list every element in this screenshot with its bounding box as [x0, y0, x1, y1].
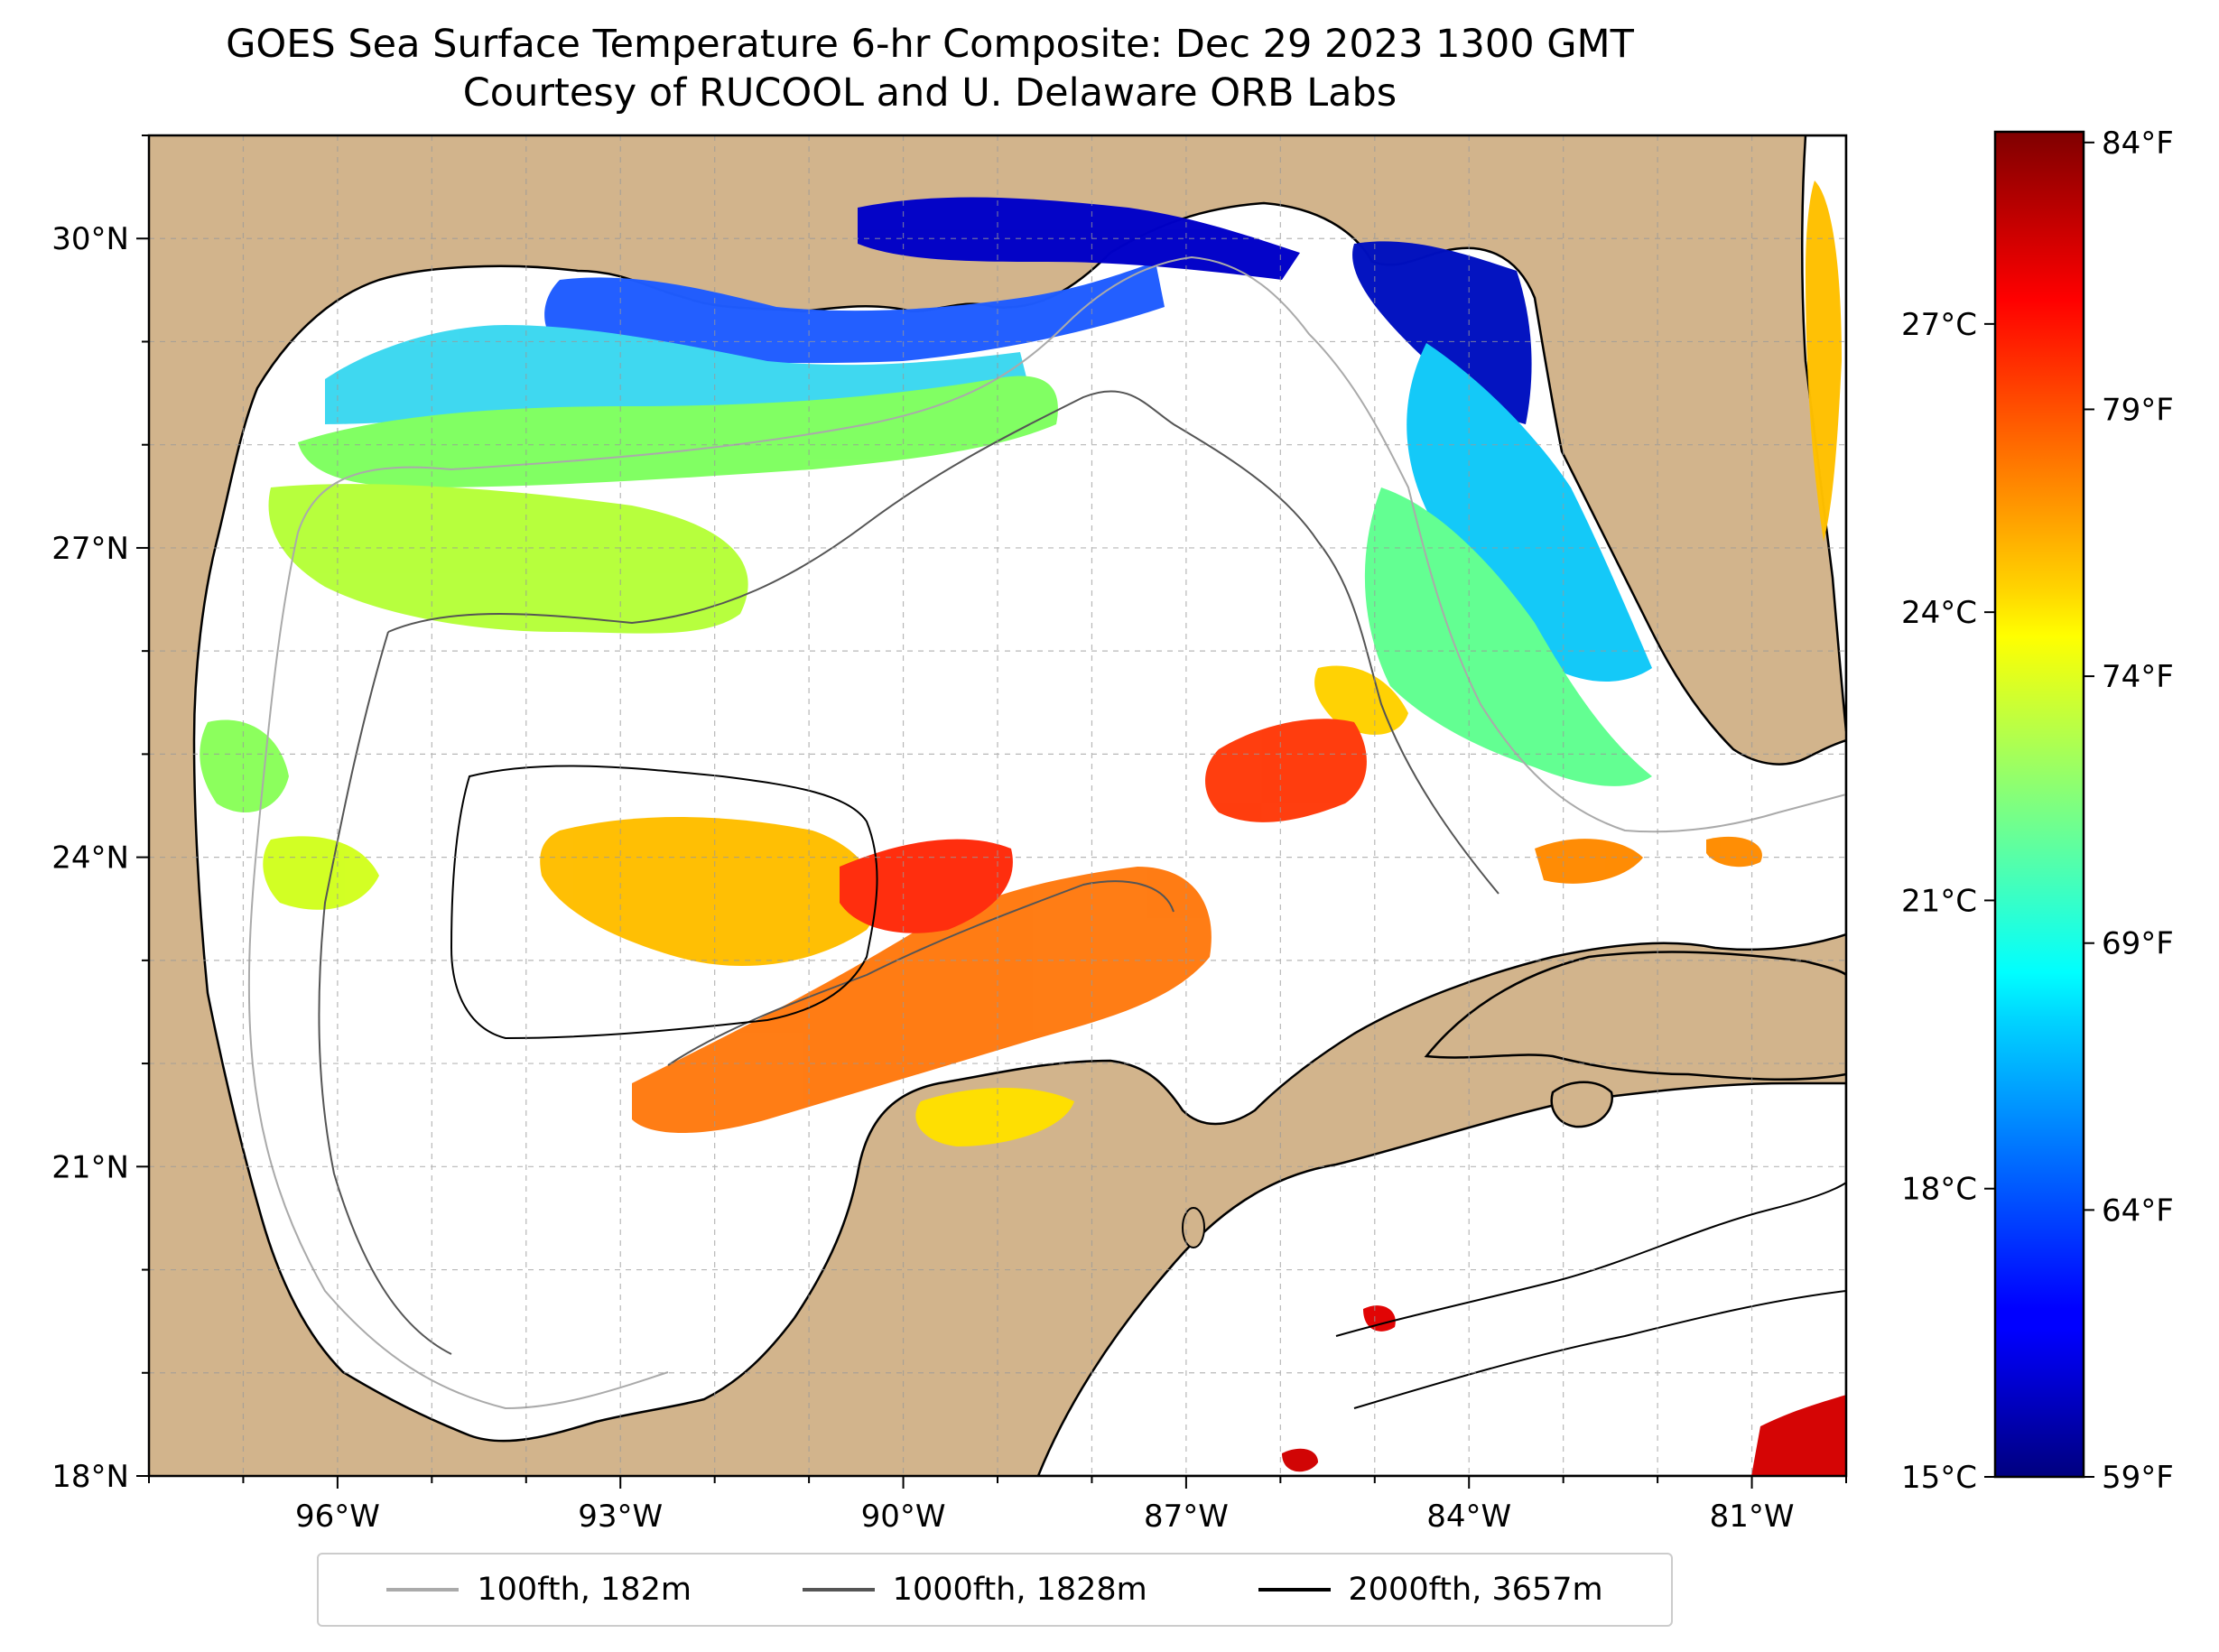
sst-patch-straits-orange [1706, 836, 1762, 868]
map-plot-area [149, 135, 1846, 1476]
sst-patch-florida-shelf-deep-blue [1352, 241, 1532, 424]
legend-label-2000fth: 2000fth, 3657m [1348, 1572, 1603, 1608]
lon-tick-label: 81°W [1710, 1499, 1795, 1535]
colorbar-fahrenheit-label: 79°F [2102, 392, 2174, 428]
sst-patch-north-shelf-blue [544, 262, 1165, 364]
colorbar-fahrenheit-label: 64°F [2102, 1193, 2174, 1229]
colorbar-celsius-label: 27°C [1901, 307, 1977, 343]
sst-data-layer [200, 181, 1846, 1476]
lon-tick-label: 96°W [295, 1499, 380, 1535]
sst-patch-west-shelf-yellowgreen [268, 484, 748, 634]
lat-tick-label: 21°N [51, 1149, 129, 1185]
sst-patch-southwest-yellow [915, 1088, 1074, 1146]
title-line-1: GOES Sea Surface Temperature 6-hr Compos… [226, 22, 1634, 67]
legend-entry-1000fth: 1000fth, 1828m [802, 1572, 1147, 1608]
colorbar-fahrenheit-label: 69°F [2102, 926, 2174, 962]
legend-label-1000fth: 1000fth, 1828m [892, 1572, 1147, 1608]
bathymetry-legend: 100fth, 182m 1000fth, 1828m 2000fth, 365… [317, 1553, 1673, 1627]
map-gridlines [149, 135, 1846, 1476]
bathymetry-1000fth [318, 390, 1499, 1355]
sst-patch-florida-shelf-green [1364, 487, 1652, 786]
sst-patch-caribbean-red [1751, 1395, 1846, 1476]
bathymetry-100fth [247, 255, 1846, 1410]
sst-patch-east-gulf-yellow [1314, 665, 1408, 735]
legend-entry-100fth: 100fth, 182m [386, 1572, 692, 1608]
caribbean-sea-water [1036, 1081, 1846, 1476]
lon-tick-label: 87°W [1144, 1499, 1229, 1535]
colorbar-celsius-label: 18°C [1901, 1172, 1977, 1208]
sst-patch-west-yellowgreen [263, 836, 379, 910]
colorbar-celsius-label: 15°C [1901, 1460, 1977, 1496]
colorbar-fahrenheit-label: 59°F [2102, 1460, 2174, 1496]
sst-patch-florida-shelf-cyan [1407, 343, 1652, 682]
colorbar-fahrenheit-label: 74°F [2102, 659, 2174, 695]
bathymetry-2000fth [450, 765, 1846, 1409]
colorbar-ticks: 15°C 18°C 21°C 24°C 27°C 59°F 64°F 69°F 74°F 79°F… [1901, 125, 2174, 1496]
title-line-2: Courtesy of RUCOOL and U. Delaware ORB L… [462, 70, 1397, 116]
legend-swatch-100fth [386, 1588, 460, 1592]
colorbar-celsius-label: 24°C [1901, 595, 1977, 631]
legend-entry-2000fth: 2000fth, 3657m [1258, 1572, 1603, 1608]
lat-tick-label: 18°N [51, 1459, 129, 1495]
legend-label-100fth: 100fth, 182m [477, 1572, 692, 1608]
colorbar-fahrenheit-label: 84°F [2102, 125, 2174, 162]
legend-swatch-1000fth [802, 1588, 875, 1592]
cuba-island [1424, 951, 1846, 1081]
lat-tick-label: 30°N [51, 221, 129, 257]
map-axis-labels: 96°W 93°W 90°W 87°W 84°W 81°W 18°N 21°N 24°N 27°N… [51, 221, 1794, 1535]
sst-patch-caribbean-red-small [1363, 1305, 1396, 1332]
sst-patch-north-shelf-deep [858, 197, 1300, 280]
lon-tick-label: 90°W [861, 1499, 946, 1535]
colorbar [1993, 130, 2085, 1479]
sst-patch-louisiana-green [298, 376, 1058, 487]
lat-tick-label: 27°N [51, 531, 129, 567]
sst-patch-central-yellow [540, 817, 877, 966]
isla-juventud [1550, 1081, 1614, 1128]
sst-patch-caribbean-red-south [1282, 1448, 1318, 1472]
legend-swatch-2000fth [1258, 1588, 1331, 1592]
map-axis-ticks [136, 135, 1847, 1489]
lat-tick-label: 24°N [51, 840, 129, 877]
map-title: GOES Sea Surface Temperature 6-hr Compos… [0, 20, 1860, 117]
sst-patch-atlantic-yellow [1806, 181, 1842, 542]
sst-patch-central-orange [632, 867, 1212, 1133]
sst-patch-dry-tortugas-orange [1535, 839, 1643, 884]
cozumel-island [1182, 1207, 1205, 1248]
lon-tick-label: 93°W [578, 1499, 663, 1535]
colorbar-celsius-label: 21°C [1901, 883, 1977, 919]
sst-patch-central-red [840, 839, 1013, 933]
sst-patch-loop-current-red [1205, 719, 1367, 822]
lon-tick-label: 84°W [1426, 1499, 1511, 1535]
